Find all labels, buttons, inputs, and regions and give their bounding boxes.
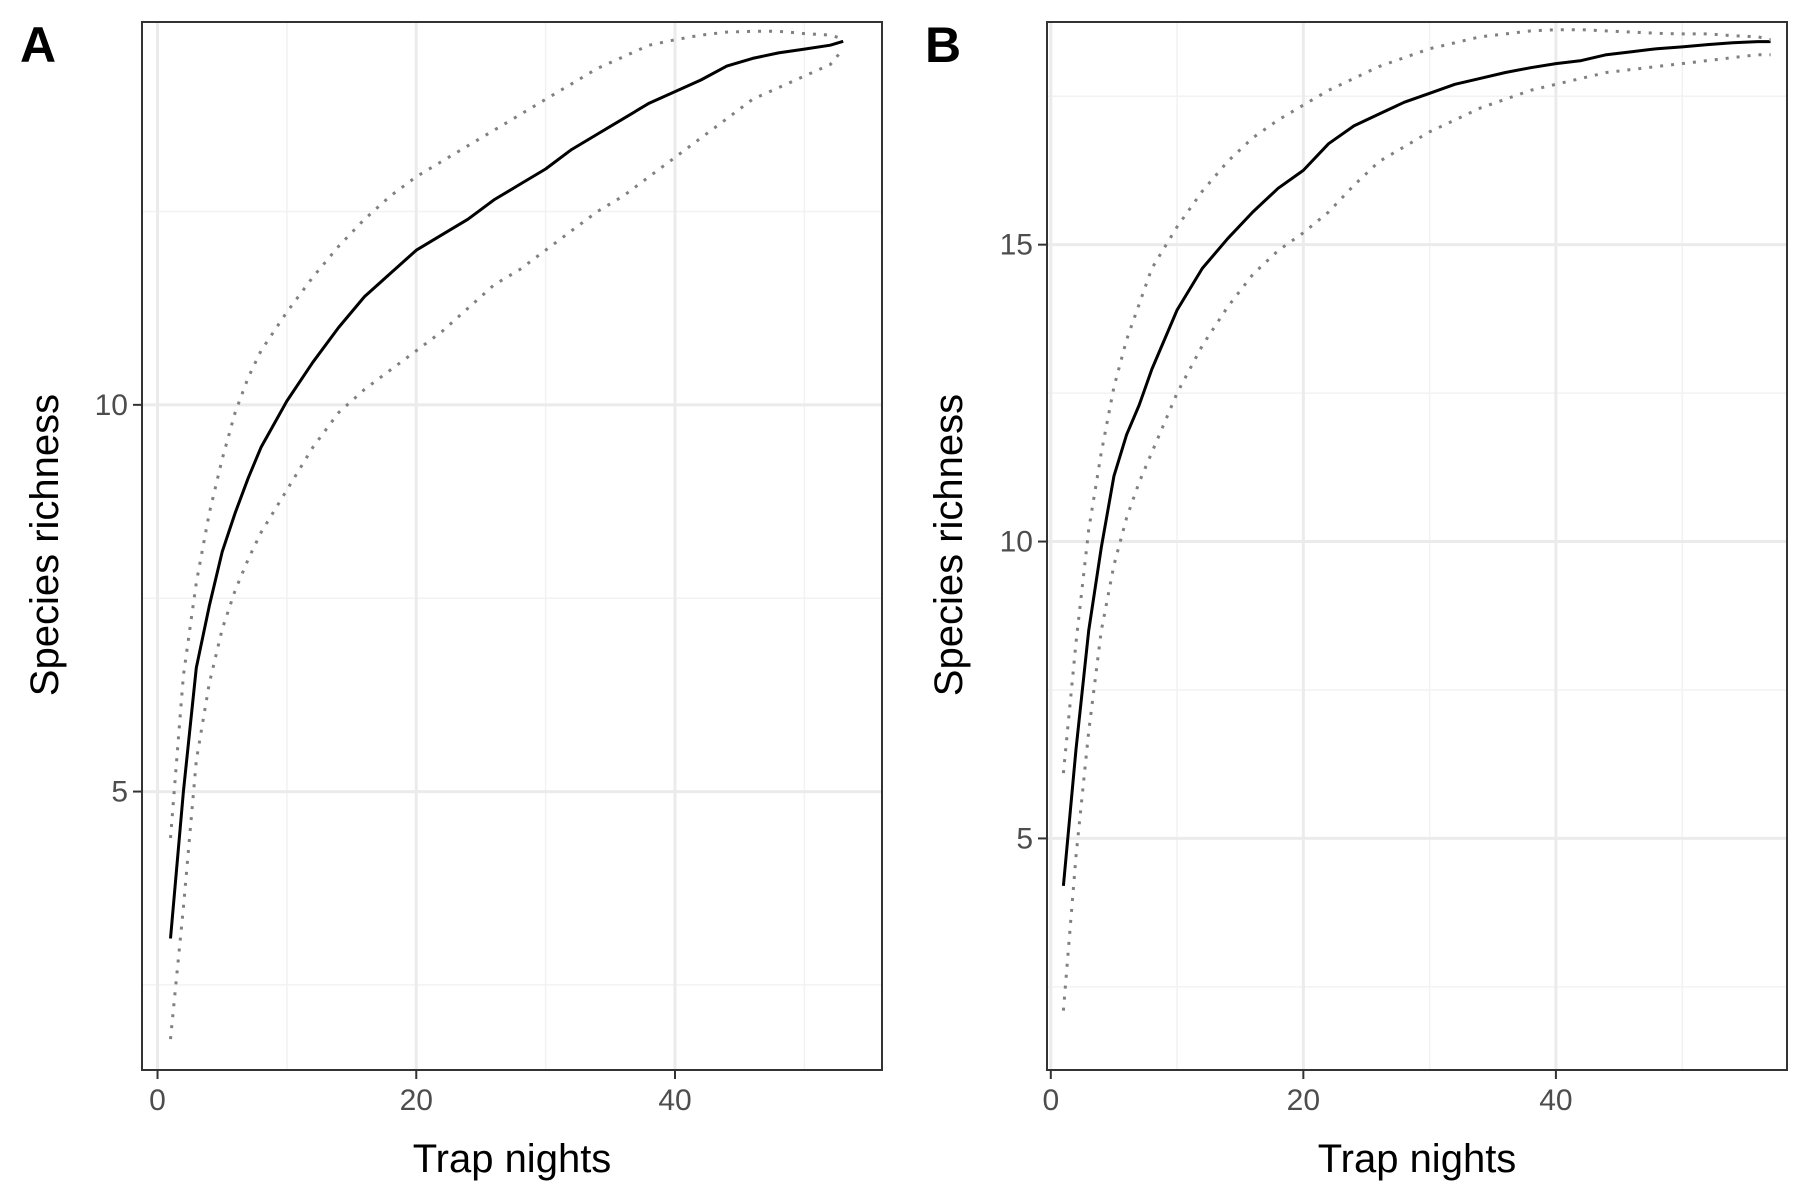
panel-b-tag: B [925,17,961,73]
panel-a-x-axis-title: Trap nights [413,1137,612,1181]
panel-a-series-lower-bound-dotted [169,48,845,1040]
x-tick-label: 0 [1042,1084,1059,1117]
y-tick-label: 10 [95,389,128,422]
panel-a-series [169,29,845,1040]
panel-b-major-grid [1047,22,1787,1070]
panel-a-tag: A [20,17,56,73]
panel-b: 0 20 40 5 10 15 B Trap nights Species richnes… [925,17,1788,1181]
x-tick-label: 20 [400,1084,433,1117]
y-tick-label: 10 [1000,526,1033,559]
panel-a-series-upper-bound-dotted [169,29,844,839]
panel-a-series-mean-line [169,39,844,939]
panel-a-minor-grid [142,22,882,1070]
panel-b-axis-ticks: 0 20 40 5 10 15 [1000,229,1573,1117]
panel-a-border [141,21,883,1071]
panel-a-major-grid [142,22,882,1070]
y-tick-label: 5 [111,776,128,809]
x-tick-label: 40 [1539,1084,1572,1117]
panel-b-y-axis-title: Species richness [927,394,971,696]
panel-b-series-mean-line [1061,40,1771,887]
panel-a-y-axis-title: Species richness [23,394,67,696]
y-tick-label: 5 [1016,822,1033,855]
panel-b-series [1061,28,1771,1011]
x-tick-label: 20 [1287,1084,1320,1117]
x-tick-label: 0 [149,1084,166,1117]
panel-a-axis-ticks: 0 20 40 5 10 [95,389,692,1117]
panel-b-x-axis-title: Trap nights [1318,1137,1517,1181]
panel-a: 0 20 40 5 10 A Trap nights Species richness [20,17,883,1181]
y-tick-label: 15 [1000,229,1033,262]
panel-b-minor-grid [1047,22,1787,1070]
x-tick-label: 40 [658,1084,691,1117]
panel-b-series-lower-bound-dotted [1061,53,1771,1011]
panel-b-series-upper-bound-dotted [1061,28,1771,774]
panel-b-border [1046,21,1788,1071]
